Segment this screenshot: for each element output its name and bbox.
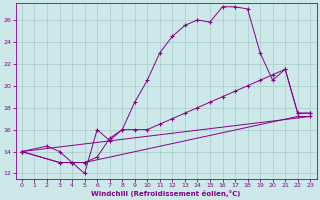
X-axis label: Windchill (Refroidissement éolien,°C): Windchill (Refroidissement éolien,°C)	[92, 190, 241, 197]
